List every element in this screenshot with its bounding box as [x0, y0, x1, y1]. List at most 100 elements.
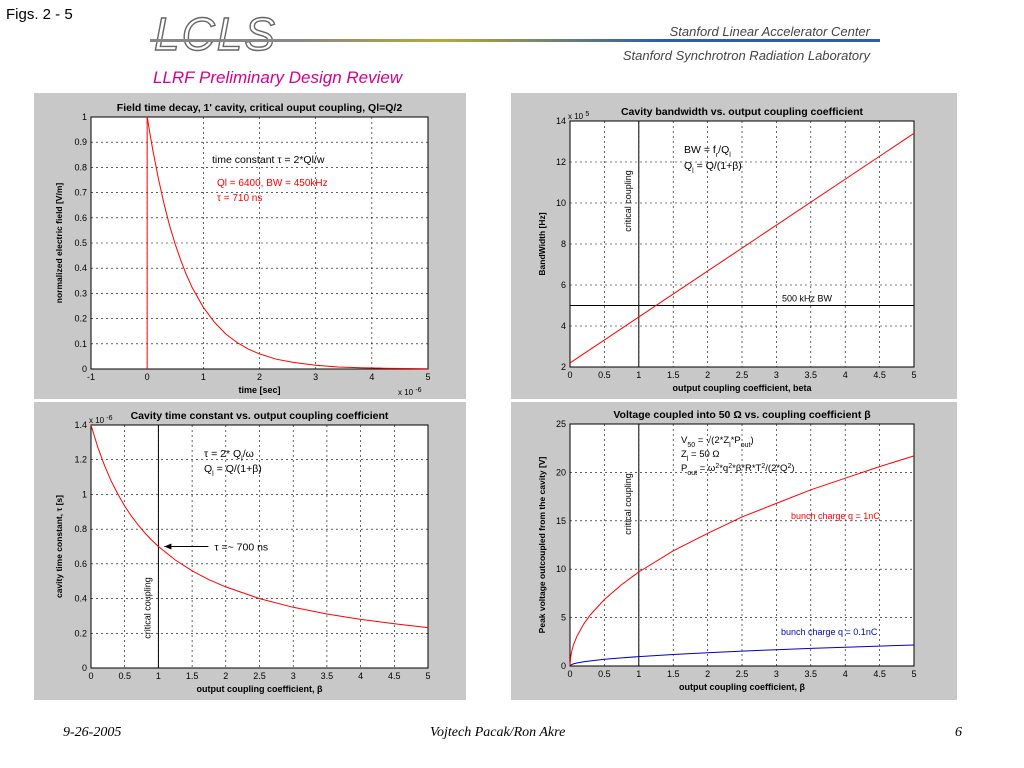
x-tick-label: 2.5 — [736, 370, 749, 380]
bandwidth-chart: 0 0.5 1 1.5 2 2.5 3 3.5 4 4.5 5 2 4 6 8 10 12 14 Cavity ba… — [537, 106, 917, 393]
x-tick-label: 1.5 — [186, 671, 199, 681]
y-axis-label: normalized electric field [V/m] — [54, 183, 64, 304]
y-tick-label: 0.4 — [74, 263, 87, 273]
y-multiplier: x 10 5 — [568, 111, 589, 122]
x-axis-label: output coupling coefficient, beta — [673, 383, 813, 393]
x-tick-label: 3 — [774, 370, 779, 380]
annotation-v50: V50 = √(2*Zl*Pout) — [681, 435, 754, 449]
series-line-0 — [569, 455, 915, 667]
x-tick-label: 1 — [636, 669, 641, 679]
y-tick-label: 0 — [82, 364, 87, 374]
x-tick-label: 1 — [156, 671, 161, 681]
plot-border — [569, 423, 915, 667]
annotation-ql: Ql = Q/(1+β) — [684, 160, 742, 175]
x-axis-label: output coupling coefficient, β — [679, 682, 805, 692]
annotation-tau-value: τ =~ 700 ns — [214, 542, 268, 554]
x-tick-label: 1 — [636, 370, 641, 380]
plot-border — [90, 116, 429, 370]
annotation-ql-bw: Ql = 6400, BW = 450kHz — [217, 178, 328, 189]
y-tick-label: 6 — [561, 280, 566, 290]
x-axis-label: time [sec] — [238, 385, 280, 395]
y-tick-label: 0.4 — [74, 594, 87, 604]
panel-time-constant: 0 0.5 1 1.5 2 2.5 3 3.5 4 4.5 5 0 0.2 0.4 0.6 0.8 1 1.2 1.… — [34, 402, 466, 700]
annotation-ql: Ql = Q/(1+β) — [204, 463, 262, 478]
annotation-time-constant: time constant τ = 2*Ql/w — [212, 154, 325, 166]
field-decay-chart: -1 0 1 2 3 4 500.10.20.30.40.50.60.70.80.91Fie… — [54, 102, 431, 398]
y-tick-label: 0.5 — [74, 238, 87, 248]
x-tick-label: 4.5 — [873, 669, 886, 679]
x-multiplier: x 10 -6 — [398, 387, 422, 398]
y-tick-label: 0 — [561, 661, 566, 671]
x-tick-label: 4 — [843, 370, 848, 380]
y-tick-label: 0.2 — [74, 628, 87, 638]
x-tick-label: 0.5 — [598, 370, 611, 380]
annotation-pout: Pout = ω2*q2*β*R*T2/(2*Q2) — [681, 463, 795, 477]
y-tick-label: 0 — [82, 663, 87, 673]
x-tick-label: 3 — [774, 669, 779, 679]
plot-border — [569, 120, 915, 368]
footer-page: 6 — [955, 725, 962, 740]
x-tick-label: 5 — [425, 372, 430, 382]
series-line-0 — [90, 424, 429, 629]
x-tick-label: 4 — [358, 671, 363, 681]
bw-limit-label: 500 kHz BW — [782, 294, 833, 304]
y-tick-label: 12 — [556, 157, 566, 167]
x-tick-label: 4 — [369, 372, 374, 382]
y-tick-label: 4 — [561, 321, 566, 331]
x-tick-label: 4 — [843, 669, 848, 679]
y-tick-label: 0.7 — [74, 188, 87, 198]
panel-field-decay: -1 0 1 2 3 4 5 0 0.1 0.2 0.3 0.4 0.5 0.6 0.7 0.8 0.9 1 Fie… — [34, 93, 466, 399]
y-tick-label: 0.8 — [74, 162, 87, 172]
x-tick-label: 0.5 — [118, 671, 131, 681]
annotation-tau-formula: τ = 2* Ql/ω — [204, 448, 254, 463]
y-tick-label: 0.6 — [74, 559, 87, 569]
y-tick-label: 0.6 — [74, 213, 87, 223]
y-tick-label: 1.2 — [74, 455, 87, 465]
annotation-zl: Zl = 50 Ω — [681, 449, 720, 463]
x-tick-label: 3 — [313, 372, 318, 382]
org-slac: Stanford Linear Accelerator Center — [669, 24, 870, 39]
x-tick-label: -1 — [87, 372, 95, 382]
y-tick-label: 25 — [556, 419, 566, 429]
x-tick-label: 4.5 — [873, 370, 886, 380]
y-tick-label: 20 — [556, 467, 566, 477]
voltage-chart: 0 0.5 1 1.5 2 2.5 3 3.5 4 4.5 5 0 5 10 15 20 25 Voltage c… — [537, 409, 917, 692]
y-axis-label: BandWidth [Hz] — [537, 212, 547, 275]
chart-title: Cavity time constant vs. output coupling… — [131, 410, 389, 422]
x-tick-label: 5 — [911, 669, 916, 679]
y-tick-label: 8 — [561, 239, 566, 249]
x-tick-label: 1.5 — [667, 370, 680, 380]
x-tick-label: 0 — [567, 669, 572, 679]
x-tick-label: 5 — [911, 370, 916, 380]
x-tick-label: 5 — [425, 671, 430, 681]
y-axis-label: Peak voltage outcoupled from the cavity … — [537, 457, 547, 634]
series-label-01nc: bunch charge q = 0.1nC — [781, 627, 878, 637]
plot-border — [90, 424, 429, 669]
annotation-bw: BW = fr/Ql — [684, 144, 731, 159]
chart-title: Field time decay, 1' cavity, critical ou… — [117, 102, 403, 114]
y-multiplier: x 10 -6 — [89, 415, 113, 426]
figs-label: Figs. 2 - 5 — [6, 6, 73, 23]
x-tick-label: 3.5 — [321, 671, 334, 681]
panel-voltage: 0 0.5 1 1.5 2 2.5 3 3.5 4 4.5 5 0 5 10 15 20 25 Voltage c… — [511, 402, 957, 700]
lcls-logo: LCLS — [153, 16, 275, 56]
y-tick-label: 1 — [82, 489, 87, 499]
x-tick-label: 2 — [257, 372, 262, 382]
chart-title: Voltage coupled into 50 Ω vs. coupling c… — [613, 409, 871, 421]
arrow-head — [164, 543, 172, 550]
x-tick-label: 2.5 — [253, 671, 266, 681]
series-line-0 — [146, 116, 429, 370]
footer-authors: Vojtech Pacak/Ron Akre — [430, 725, 566, 740]
critical-coupling-label: critical coupling — [623, 170, 633, 232]
y-axis-label: cavity time constant, τ [s] — [54, 495, 64, 598]
y-tick-label: 0.8 — [74, 524, 87, 534]
x-tick-label: 3.5 — [805, 370, 818, 380]
panel-bandwidth: 0 0.5 1 1.5 2 2.5 3 3.5 4 4.5 5 2 4 6 8 10 12 14 Cavity ba… — [511, 93, 957, 399]
footer-date: 9-26-2005 — [63, 725, 122, 740]
chart-title: Cavity bandwidth vs. output coupling coe… — [621, 106, 864, 118]
y-tick-label: 14 — [556, 116, 566, 126]
x-tick-label: 0 — [567, 370, 572, 380]
x-tick-label: 4.5 — [388, 671, 401, 681]
x-tick-label: 2 — [705, 669, 710, 679]
time-constant-chart: 0 0.5 1 1.5 2 2.5 3 3.5 4 4.5 5 0 0.2 0.4 0.6 0.8 1 1.2 1.… — [54, 410, 431, 694]
